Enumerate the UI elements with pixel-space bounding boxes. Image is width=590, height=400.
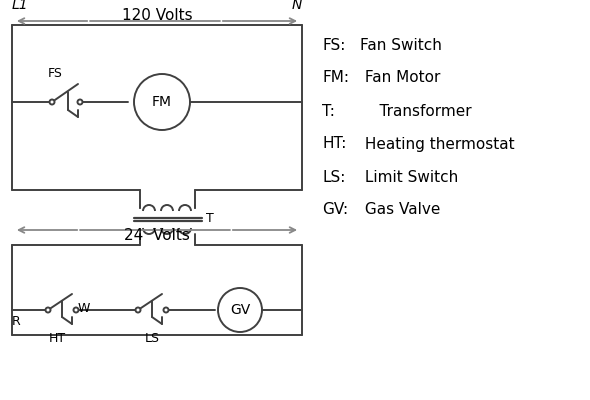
Text: N: N xyxy=(291,0,302,12)
Text: 120 Volts: 120 Volts xyxy=(122,8,192,24)
Text: GV: GV xyxy=(230,303,250,317)
Text: L1: L1 xyxy=(12,0,29,12)
Circle shape xyxy=(77,100,83,104)
Text: 24  Volts: 24 Volts xyxy=(124,228,190,242)
Text: Limit Switch: Limit Switch xyxy=(360,170,458,184)
Text: W: W xyxy=(78,302,90,314)
Circle shape xyxy=(74,308,78,312)
Text: LS:: LS: xyxy=(322,170,345,184)
Circle shape xyxy=(50,100,54,104)
Text: R: R xyxy=(12,315,21,328)
Text: T: T xyxy=(206,212,214,226)
Text: Heating thermostat: Heating thermostat xyxy=(360,136,514,152)
Circle shape xyxy=(45,308,51,312)
Text: FM:: FM: xyxy=(322,70,349,86)
Text: Fan Switch: Fan Switch xyxy=(360,38,442,52)
Text: FS:: FS: xyxy=(322,38,345,52)
Text: Gas Valve: Gas Valve xyxy=(360,202,440,218)
Text: Fan Motor: Fan Motor xyxy=(360,70,440,86)
Text: FM: FM xyxy=(152,95,172,109)
Circle shape xyxy=(136,308,140,312)
Circle shape xyxy=(163,308,169,312)
Text: FS: FS xyxy=(48,67,63,80)
Text: HT:: HT: xyxy=(322,136,346,152)
Text: T:: T: xyxy=(322,104,335,118)
Text: GV:: GV: xyxy=(322,202,348,218)
Text: LS: LS xyxy=(145,332,159,345)
Text: Transformer: Transformer xyxy=(360,104,471,118)
Text: HT: HT xyxy=(48,332,65,345)
